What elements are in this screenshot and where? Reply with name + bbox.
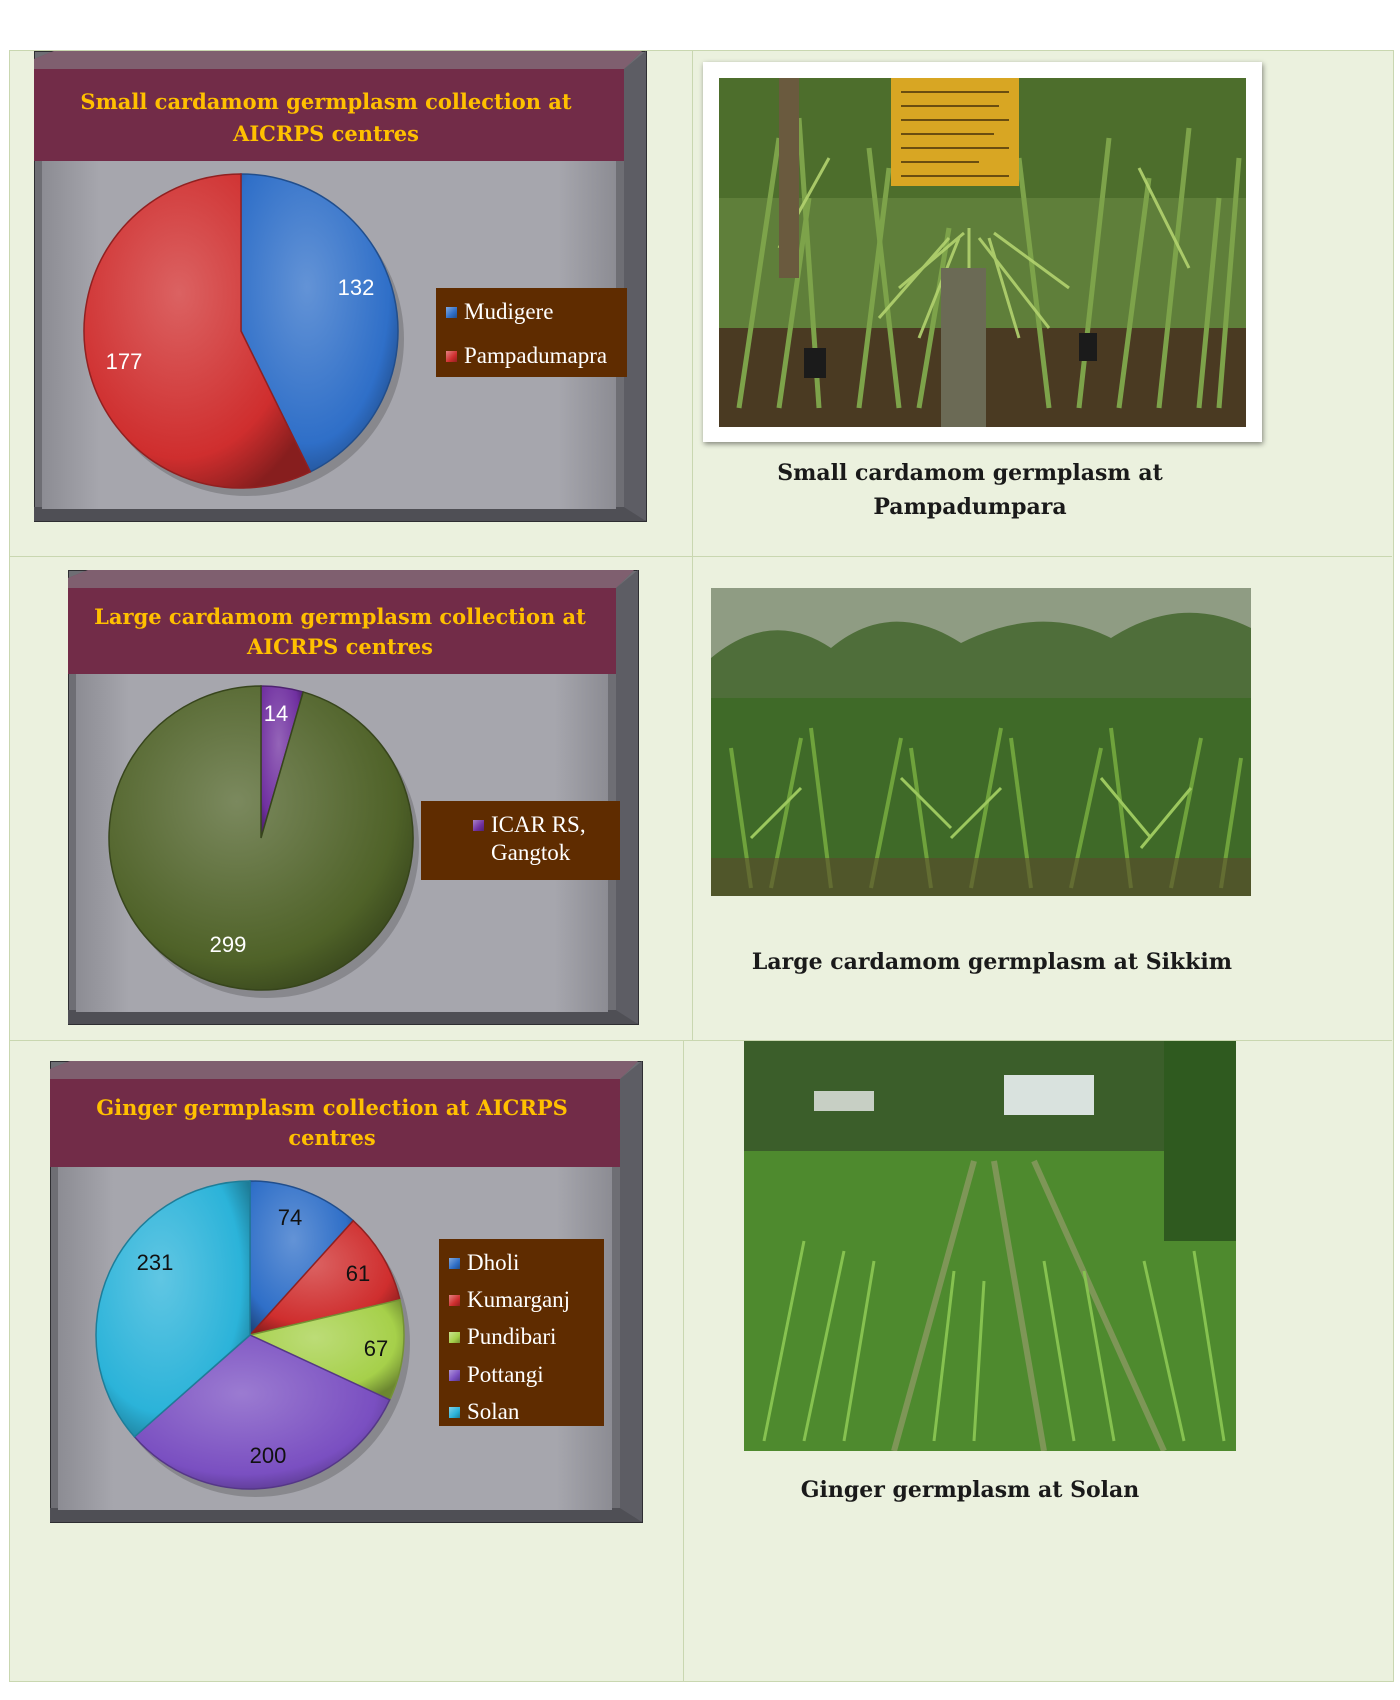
- legend-label: ICAR RS,: [491, 812, 586, 837]
- caption-line: Small cardamom germplasm at: [777, 460, 1163, 486]
- legend-label: Pampadumapra: [464, 343, 608, 368]
- legend-swatch: [449, 1258, 460, 1269]
- caption-line: Ginger germplasm at Solan: [800, 1477, 1140, 1503]
- pie-slice: [249, 1180, 355, 1337]
- chart-title-line: AICRPS centres: [232, 121, 419, 146]
- chart-bevel-right: [616, 570, 638, 1024]
- data-label: 61: [346, 1261, 370, 1286]
- chart-legend: Mudigere Pampadumapra: [436, 288, 627, 377]
- data-label: 132: [338, 275, 375, 300]
- chart-bevel-bottom: [68, 1010, 638, 1024]
- pie-slice: [83, 173, 312, 489]
- chart-frame: Small cardamom germplasm collection at AI…: [34, 51, 647, 522]
- legend-label: Kumarganj: [467, 1287, 571, 1312]
- caption-line: Pampadumpara: [873, 494, 1067, 520]
- title-band: [34, 51, 642, 161]
- title-band: [50, 1061, 638, 1167]
- large-cardamom-chart: Large cardamom germplasm collection at AI…: [68, 570, 640, 1026]
- legend-label: Pottangi: [467, 1362, 544, 1387]
- title-band-bevel: [50, 1061, 638, 1079]
- pie-slice: [240, 173, 399, 473]
- title-band: [68, 570, 634, 674]
- legend-swatch: [446, 351, 457, 362]
- pie-slice: [247, 1298, 405, 1401]
- data-label: 14: [264, 701, 288, 726]
- row-divider: [9, 556, 1392, 557]
- legend-label: Dholi: [467, 1250, 520, 1275]
- legend-label: Pundibari: [467, 1324, 557, 1349]
- legend-swatch: [449, 1407, 460, 1418]
- chart-bevel-bottom: [50, 1508, 642, 1522]
- chart-bevel-bottom: [34, 507, 646, 521]
- cell-divider: [683, 1041, 684, 1681]
- small-cardamom-photo: [719, 78, 1246, 427]
- photo-caption: Large cardamom germplasm at Sikkim: [722, 945, 1262, 979]
- pie-slice: [108, 685, 414, 991]
- chart-legend: Dholi Kumarganj Pundibari Pottangi Solan: [439, 1239, 604, 1426]
- legend-swatch: [473, 820, 484, 831]
- legend-label: Gangtok: [491, 840, 571, 865]
- chart-title-line: AICRPS centres: [246, 634, 433, 659]
- legend-swatch: [449, 1332, 460, 1343]
- legend-label: Mudigere: [464, 299, 554, 324]
- pie-slice: [95, 1180, 251, 1438]
- title-band-bevel: [68, 570, 634, 588]
- photo-caption: Ginger germplasm at Solan: [700, 1473, 1240, 1507]
- photo-caption: Small cardamom germplasm at Pampadumpara: [700, 456, 1240, 524]
- small-cardamom-chart: Small cardamom germplasm collection at AI…: [34, 51, 648, 523]
- chart-frame: Large cardamom germplasm collection at AI…: [68, 570, 639, 1025]
- large-cardamom-photo: [711, 588, 1251, 896]
- title-band-bevel: [34, 51, 642, 69]
- data-label: 200: [250, 1443, 287, 1468]
- caption-line: Large cardamom germplasm at Sikkim: [751, 949, 1233, 975]
- data-label: 177: [106, 349, 143, 374]
- legend-swatch: [446, 307, 457, 318]
- pie-slice: [133, 1334, 391, 1490]
- chart-title-line: Small cardamom germplasm collection at: [80, 89, 571, 114]
- pie-slice: [247, 1219, 401, 1337]
- ginger-chart: Ginger germplasm collection at AICRPS cen…: [50, 1061, 644, 1524]
- data-label: 67: [364, 1336, 388, 1361]
- legend-swatch: [449, 1370, 460, 1381]
- data-label: 231: [137, 1250, 174, 1275]
- legend-label: Solan: [467, 1399, 520, 1424]
- row-divider: [9, 1040, 1392, 1041]
- data-label: 74: [278, 1205, 302, 1230]
- ginger-photo: [744, 1041, 1236, 1451]
- cell-divider: [692, 50, 693, 556]
- legend-swatch: [449, 1295, 460, 1306]
- chart-title-line: centres: [288, 1125, 375, 1150]
- chart-title-line: Ginger germplasm collection at AICRPS: [96, 1095, 568, 1120]
- chart-title-line: Large cardamom germplasm collection at: [94, 604, 586, 629]
- chart-bevel-right: [620, 1061, 642, 1522]
- cell-divider: [692, 557, 693, 1040]
- data-label: 299: [210, 932, 247, 957]
- chart-legend: ICAR RS, Gangtok: [421, 801, 620, 880]
- chart-bevel-right: [624, 51, 646, 521]
